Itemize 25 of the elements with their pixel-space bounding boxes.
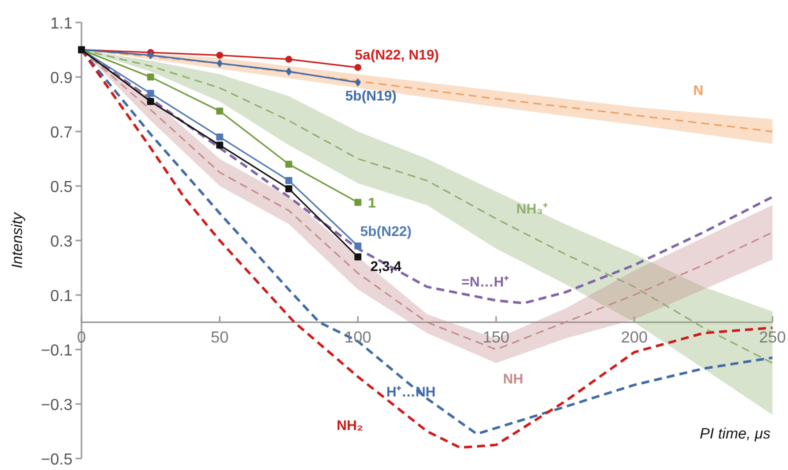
series-label: NH [502,370,524,386]
series-label: 2,3,4 [370,258,402,274]
x-tick-label: 200 [620,329,648,346]
series-label: =N…H⁺ [461,273,509,290]
y-tick-label: 0.7 [50,124,73,142]
y-tick-label: 0.3 [50,234,73,250]
y-tick-label: 0.9 [50,70,73,87]
series-label: N [693,82,704,98]
y-tick-label: 1.1 [50,16,73,32]
series-label: 1 [368,194,376,210]
x-tick-label: 50 [210,329,229,346]
y-tick-label: 0.5 [50,179,73,196]
series-label: 5b(N19) [345,87,397,104]
x-tick-label: 150 [482,329,510,346]
x-axis-title: PI time, μs [700,426,771,442]
y-tick-label: 0.1 [50,288,73,305]
text: NH₂ [336,416,364,433]
series-label: 5a(N22, N19) [354,46,439,62]
y-tick-label: −0.1 [40,342,73,360]
x-tick-label: 250 [759,329,786,346]
y-tick-label: −0.5 [40,452,73,468]
y-axis-title: Intensity [9,211,26,268]
y-tick-label: −0.3 [40,397,73,414]
series-label: NH₃⁺ [516,200,548,217]
series-label: 5b(N22) [360,222,412,239]
